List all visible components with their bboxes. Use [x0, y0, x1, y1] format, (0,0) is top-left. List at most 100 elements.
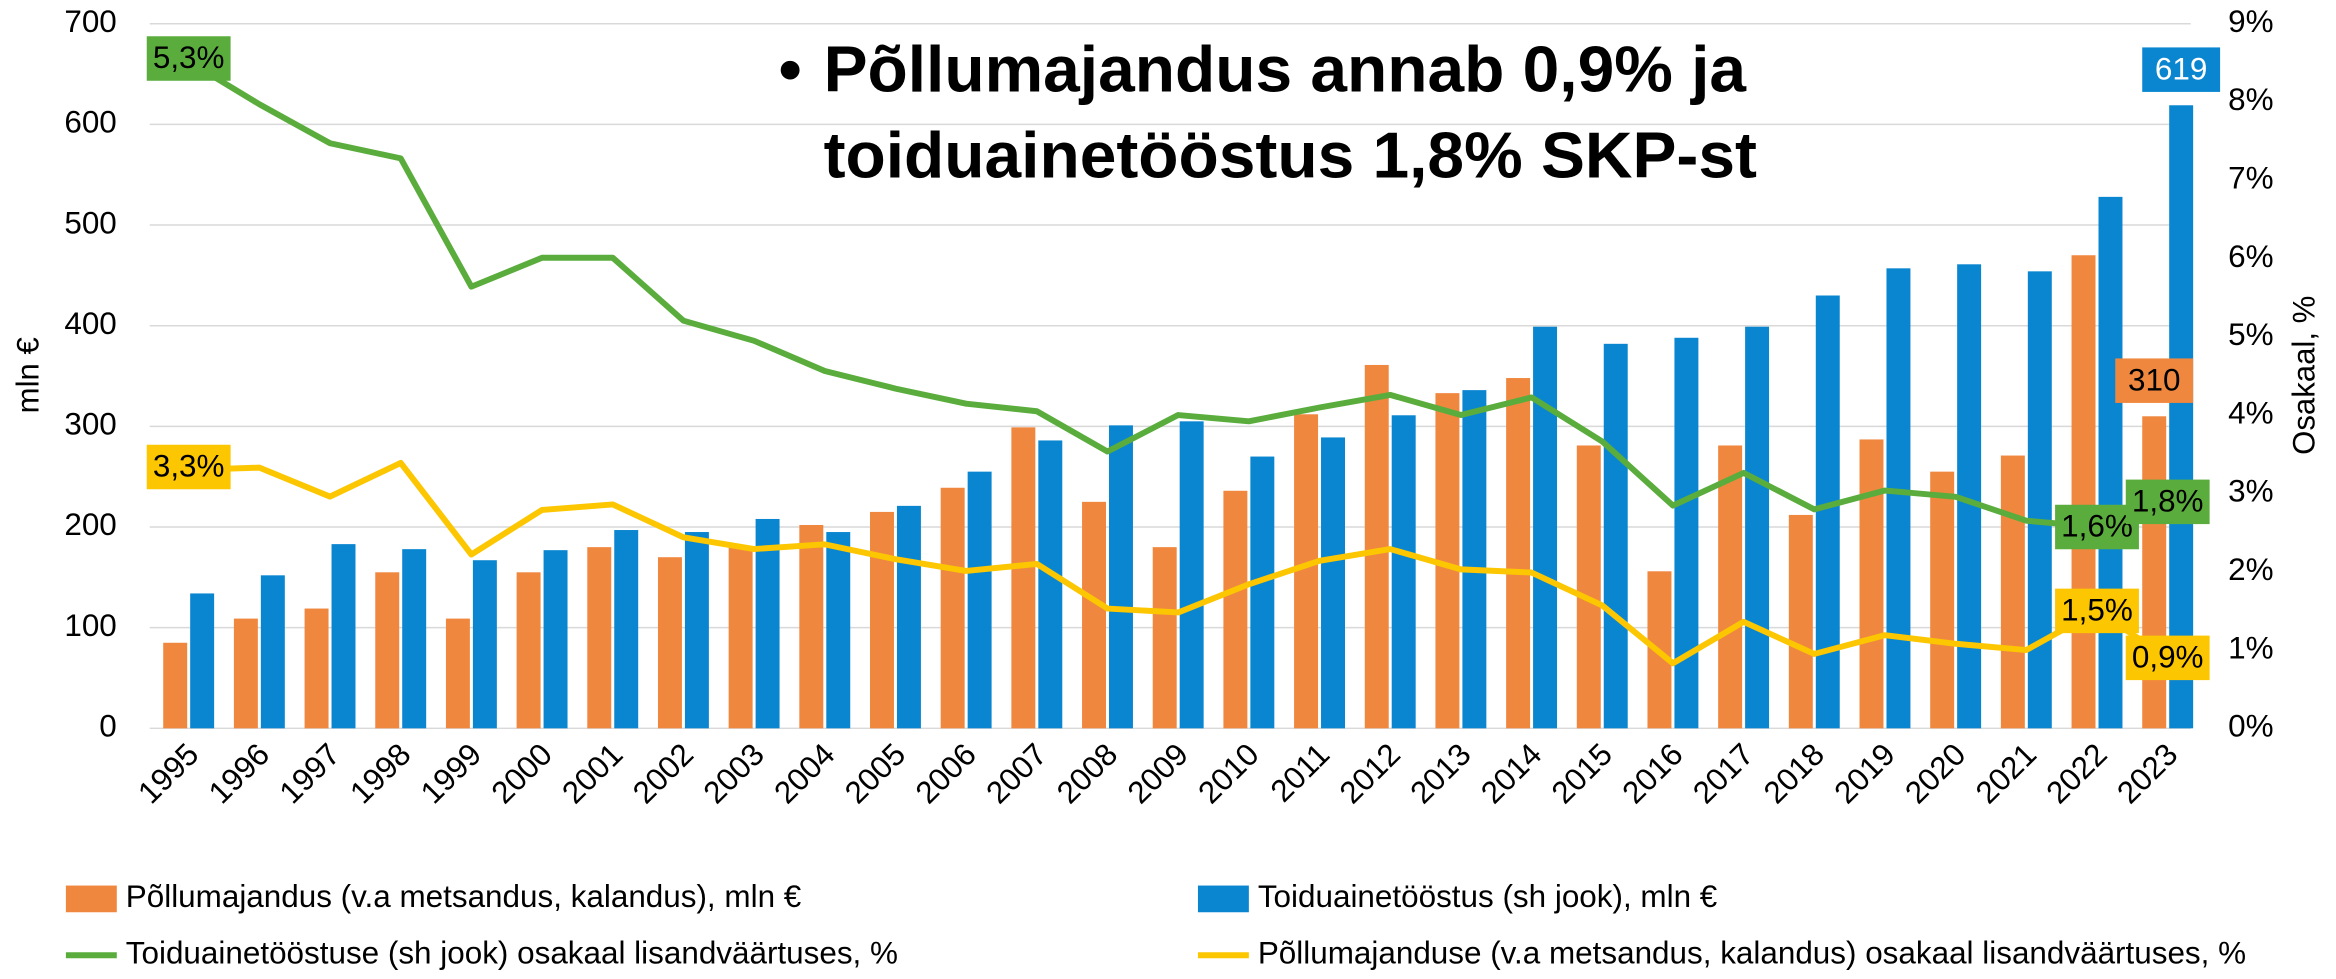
bar [1223, 490, 1248, 729]
value-label: 619 [2155, 52, 2207, 87]
legend-label: Põllumajanduse (v.a metsandus, kalandus)… [1258, 936, 2246, 971]
bar [2142, 416, 2167, 729]
y-tick-label: 600 [64, 105, 116, 140]
bar [1038, 440, 1063, 729]
bar [967, 471, 992, 729]
bar [402, 549, 427, 729]
bar [1674, 337, 1699, 729]
legend-label: Põllumajandus (v.a metsandus, kalandus),… [126, 879, 801, 914]
y2-tick-label: 9% [2228, 4, 2273, 39]
x-tick-label: 1999 [414, 737, 488, 811]
y-tick-label: 500 [64, 205, 116, 240]
x-tick-label: 1997 [273, 737, 347, 811]
bar [826, 532, 851, 729]
x-tick-label: 2009 [1121, 737, 1195, 811]
bar [1603, 343, 1628, 729]
bar [1391, 415, 1416, 729]
x-tick-label: 2015 [1545, 737, 1619, 811]
x-tick-label: 2016 [1615, 737, 1689, 811]
x-tick-label: 2004 [767, 737, 841, 811]
bar [1435, 393, 1460, 729]
y2-tick-label: 4% [2228, 396, 2273, 431]
x-tick-label: 2011 [1264, 737, 1337, 809]
bar [587, 547, 612, 729]
y2-tick-label: 8% [2228, 82, 2273, 117]
bar [755, 518, 780, 729]
x-tick-label: 2006 [909, 737, 983, 811]
x-tick-label: 1998 [343, 737, 417, 811]
bar [1321, 437, 1345, 729]
legend-swatch [65, 885, 117, 913]
bar [163, 642, 188, 729]
bar [1152, 547, 1177, 729]
bar [1250, 456, 1275, 729]
bar [1294, 414, 1319, 729]
bar [2169, 105, 2194, 729]
value-label-box [2142, 47, 2221, 92]
value-label: 0,9% [2132, 640, 2204, 675]
bar [1506, 378, 1531, 729]
bar [375, 572, 400, 729]
bar [304, 608, 329, 729]
x-tick-label: 2013 [1403, 737, 1477, 811]
line [187, 58, 2169, 530]
value-label: 1,8% [2132, 484, 2204, 519]
bar [233, 618, 258, 729]
value-label-box [146, 444, 231, 490]
x-tick-label: 2019 [1827, 737, 1901, 811]
x-tick-label: 2017 [1686, 737, 1760, 811]
bar [1745, 326, 1770, 729]
bar [1815, 295, 1840, 729]
bar [657, 557, 682, 729]
bar [896, 505, 921, 729]
y-tick-label: 0 [99, 709, 116, 744]
y2-axis-label: Osakaal, % [2286, 296, 2321, 455]
y2-tick-label: 0% [2228, 709, 2273, 744]
bar [1859, 439, 1884, 729]
bar [1533, 326, 1558, 729]
value-label-box [2055, 588, 2139, 634]
value-label: 1,5% [2061, 593, 2133, 628]
bar [684, 532, 709, 729]
bar [1886, 268, 1911, 729]
value-label: 5,3% [153, 40, 225, 75]
x-tick-label: 2021 [1969, 737, 2043, 811]
x-tick-label: 2018 [1757, 737, 1831, 811]
bar [516, 572, 541, 729]
bar [543, 550, 568, 729]
x-tick-label: 2007 [979, 737, 1053, 811]
x-tick-label: 2003 [697, 737, 771, 811]
x-tick-label: 2022 [2040, 737, 2114, 811]
bar [331, 544, 356, 729]
y2-tick-label: 6% [2228, 239, 2273, 274]
bar [870, 511, 894, 729]
value-label-box [2055, 504, 2139, 550]
y2-tick-label: 3% [2228, 474, 2273, 509]
bar [2000, 455, 2025, 729]
bar [614, 530, 639, 729]
bar [799, 524, 824, 729]
x-tick-label: 2008 [1050, 737, 1124, 811]
y2-tick-label: 1% [2228, 630, 2273, 665]
x-tick-label: 2002 [626, 737, 700, 811]
y2-tick-label: 2% [2228, 552, 2273, 587]
x-tick-label: 2010 [1191, 737, 1265, 811]
y-tick-label: 700 [64, 4, 116, 39]
x-tick-label: 2012 [1333, 737, 1407, 811]
bar [445, 618, 470, 729]
legend-label: Toiduainetööstus (sh jook), mln € [1258, 879, 1717, 914]
value-label: 1,6% [2061, 509, 2133, 544]
y-tick-label: 300 [64, 407, 116, 442]
bar [472, 560, 497, 729]
value-label-box [146, 36, 231, 81]
bar [1364, 364, 1389, 729]
x-tick-label: 2023 [2110, 737, 2184, 811]
y2-tick-label: 5% [2228, 317, 2273, 352]
x-tick-label: 2020 [1898, 737, 1972, 811]
x-tick-label: 1995 [131, 737, 205, 811]
line [188, 459, 2170, 667]
value-label-box [2125, 635, 2210, 681]
y-tick-label: 400 [64, 306, 116, 341]
bar [728, 546, 753, 729]
